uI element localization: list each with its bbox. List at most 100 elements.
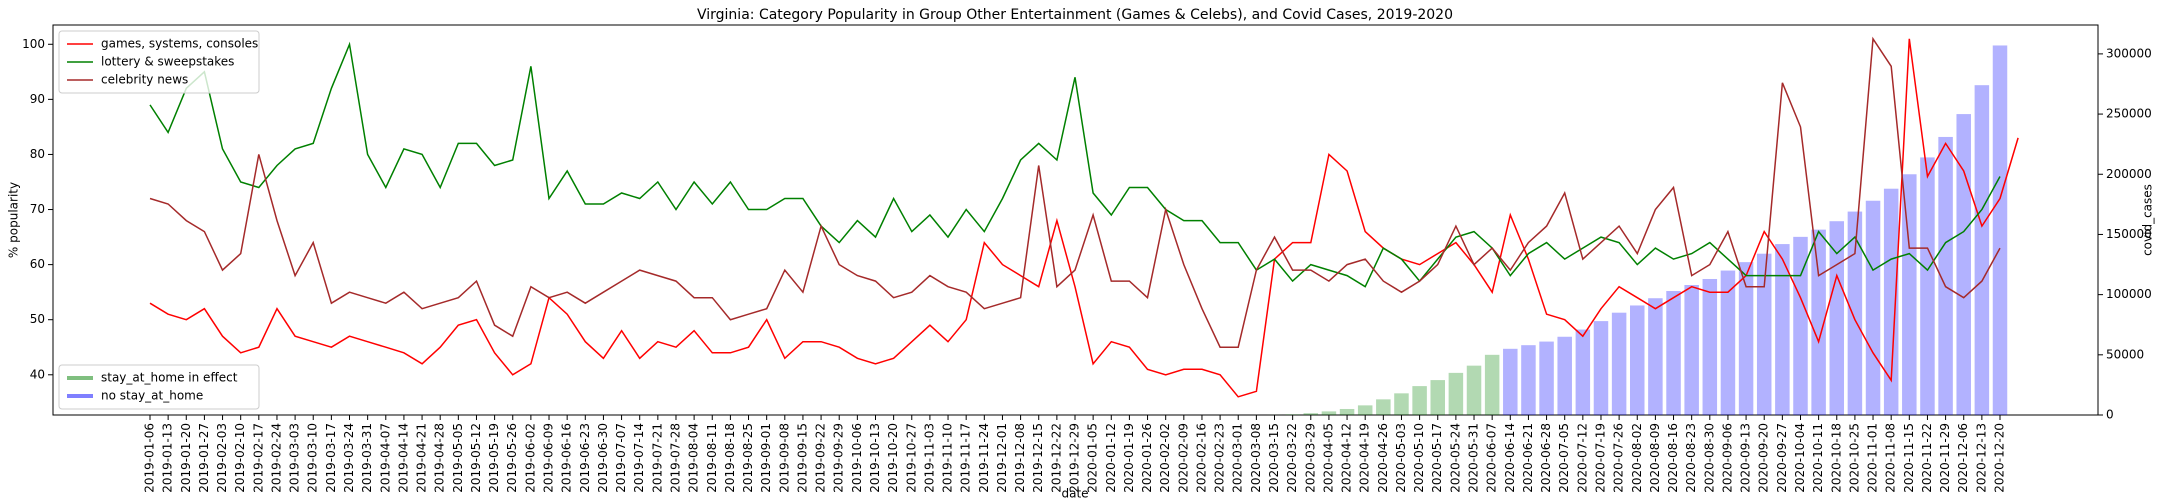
y-tick-label: 100 [22, 37, 45, 51]
x-tick-label: 2020-04-12 [1340, 423, 1354, 493]
bar [1521, 345, 1536, 415]
legend-frame [58, 30, 260, 94]
x-tick-label: 2020-03-22 [1285, 423, 1299, 493]
x-tick-label: 2019-09-08 [777, 423, 791, 493]
legend-label: celebrity news [101, 73, 188, 87]
bar [1666, 291, 1681, 415]
x-tick-label: 2019-11-10 [941, 423, 955, 493]
y2-tick-label: 0 [2106, 408, 2114, 422]
x-tick-label: 2019-02-24 [269, 423, 283, 493]
x-tick-label: 2019-12-29 [1068, 423, 1082, 493]
x-tick-label: 2020-01-26 [1140, 423, 1154, 493]
x-tick-label: 2019-11-24 [977, 423, 991, 493]
x-tick-label: 2019-05-12 [469, 423, 483, 493]
x-tick-label: 2019-05-05 [451, 423, 465, 493]
x-tick-label: 2019-04-28 [433, 423, 447, 493]
x-tick-label: 2020-08-02 [1630, 423, 1644, 493]
bar [1648, 298, 1663, 415]
x-tick-label: 2020-10-04 [1793, 423, 1807, 493]
x-tick-label: 2019-07-14 [632, 423, 646, 493]
x-tick-label: 2019-12-15 [1031, 423, 1045, 493]
bar [1829, 221, 1845, 415]
x-tick-label: 2020-06-21 [1521, 423, 1535, 493]
legend-frame [58, 364, 260, 410]
bar [1738, 262, 1754, 415]
bar [1956, 114, 1971, 416]
y-tick-label: 60 [30, 257, 45, 271]
x-tick-label: 2019-04-14 [396, 423, 410, 493]
legend-label: stay_at_home in effect [101, 371, 238, 385]
x-tick-label: 2020-04-19 [1358, 423, 1372, 493]
y2-tick-label: 100000 [2106, 287, 2152, 301]
bar [1285, 414, 1300, 415]
y2-tick-label: 150000 [2106, 227, 2152, 241]
bar [1720, 270, 1736, 415]
legend-label: lottery & sweepstakes [101, 55, 234, 69]
line [149, 38, 2019, 398]
legend-label: no stay_at_home [101, 389, 203, 403]
bar [1684, 285, 1699, 415]
bar [1938, 136, 1953, 415]
x-tick-label: 2019-07-07 [614, 423, 628, 493]
x-tick-label: 2020-02-23 [1213, 423, 1227, 493]
legend: games, systems, consoles lottery & sweeps… [58, 30, 260, 94]
x-axis-label: date [1061, 487, 1088, 501]
x-tick-label: 2019-02-17 [251, 423, 265, 493]
x-tick-label: 2019-05-26 [505, 423, 519, 493]
x-tick-label: 2019-08-25 [741, 423, 755, 493]
x-tick-label: 2020-10-18 [1829, 423, 1843, 493]
x-tick-label: 2020-11-01 [1866, 423, 1880, 493]
bar [1702, 278, 1718, 415]
x-tick-label: 2019-08-18 [723, 423, 737, 493]
x-tick-label: 2019-06-02 [523, 423, 537, 493]
x-tick-label: 2019-12-08 [1013, 423, 1027, 493]
y-tick-label: 90 [30, 92, 45, 106]
bar [1376, 399, 1391, 415]
x-tick-label: 2019-09-15 [795, 423, 809, 493]
x-tick-label: 2020-11-08 [1884, 423, 1898, 493]
x-tick-label: 2019-03-31 [360, 423, 374, 493]
x-tick-label: 2020-06-14 [1503, 423, 1517, 493]
y-tick-label: 80 [30, 147, 45, 161]
x-tick-label: 2020-05-31 [1467, 423, 1481, 493]
x-tick-label: 2020-09-06 [1720, 423, 1734, 493]
bar [1611, 312, 1627, 415]
x-tick-label: 2020-11-15 [1902, 423, 1916, 493]
x-tick-label: 2019-11-17 [959, 423, 973, 493]
x-tick-label: 2020-03-01 [1231, 423, 1245, 493]
bar [1357, 405, 1373, 415]
bar [1430, 380, 1445, 415]
bar [1484, 354, 1500, 415]
x-tick-label: 2019-10-20 [886, 423, 900, 493]
y-tick-label: 70 [30, 202, 45, 216]
bar [1992, 45, 2008, 416]
x-tick-label: 2020-02-16 [1194, 423, 1208, 493]
x-tick-label: 2020-04-26 [1376, 423, 1390, 493]
bar [1539, 341, 1554, 415]
x-tick-label: 2019-08-04 [687, 423, 701, 493]
x-tick-label: 2020-10-25 [1847, 423, 1861, 493]
x-tick-label: 2020-08-23 [1684, 423, 1698, 493]
x-tick-label: 2019-06-30 [596, 423, 610, 493]
x-tick-label: 2019-03-17 [324, 423, 338, 493]
x-tick-label: 2020-01-05 [1086, 423, 1100, 493]
y-tick-label: 50 [30, 312, 45, 326]
x-tick-label: 2019-07-28 [668, 423, 682, 493]
x-tick-label: 2019-11-03 [922, 423, 936, 493]
x-tick-label: 2019-05-19 [487, 423, 501, 493]
x-tick-label: 2020-06-28 [1539, 423, 1553, 493]
y2-tick-label: 200000 [2106, 167, 2152, 181]
x-tick-label: 2020-12-06 [1956, 423, 1970, 493]
y2-tick-label: 300000 [2106, 46, 2152, 60]
y2-tick-label: 50000 [2106, 347, 2144, 361]
y-axis-label: % popularity [7, 182, 21, 258]
line [149, 36, 2001, 348]
x-tick-label: 2020-05-03 [1394, 423, 1408, 493]
x-tick-label: 2020-10-11 [1811, 423, 1825, 493]
x-tick-label: 2019-12-01 [995, 423, 1009, 493]
bar [1339, 408, 1355, 415]
x-tick-label: 2020-07-12 [1575, 423, 1589, 493]
x-tick-label: 2019-03-24 [342, 423, 356, 493]
x-tick-label: 2019-10-06 [850, 423, 864, 493]
